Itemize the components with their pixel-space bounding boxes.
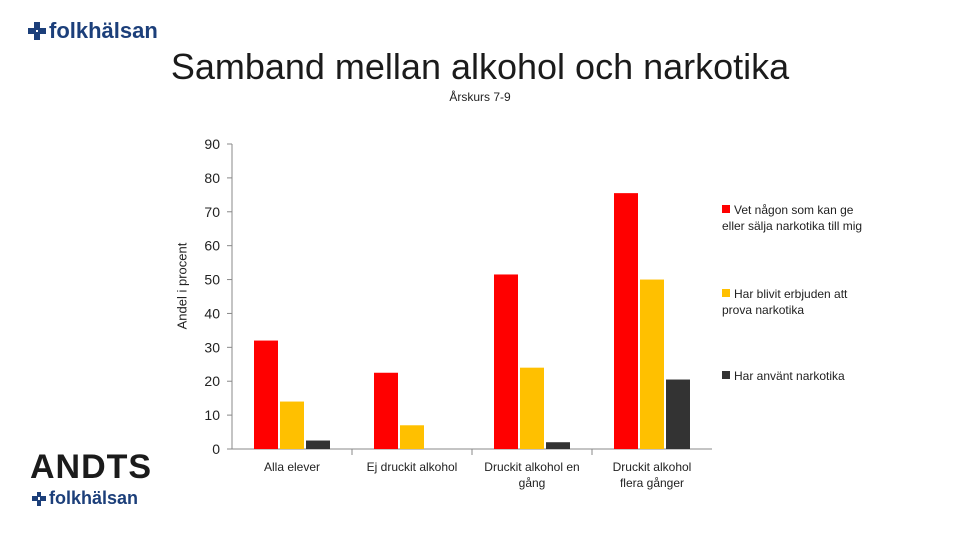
bar [546, 442, 570, 449]
y-tick-label: 80 [204, 170, 220, 186]
legend-item: Har blivit erbjuden att prova narkotika [722, 286, 872, 318]
bar [400, 425, 424, 449]
folkhalsan-footer-logo: folkhälsan [32, 488, 138, 509]
chart-title: Samband mellan alkohol och narkotika [170, 46, 790, 87]
legend-label: Har använt narkotika [734, 369, 845, 383]
legend-item: Vet någon som kan ge eller sälja narkoti… [722, 202, 872, 234]
legend-label: Vet någon som kan ge eller sälja narkoti… [722, 203, 863, 233]
bar [254, 340, 278, 449]
bar [666, 379, 690, 449]
x-tick-label: Druckit alkohol flera gånger [613, 460, 692, 490]
y-tick-label: 30 [204, 339, 220, 355]
bar [280, 401, 304, 449]
footer-logo-text: folkhälsan [49, 488, 139, 508]
y-tick-label: 40 [204, 305, 220, 321]
bar [614, 193, 638, 449]
folkhalsan-cross-icon [32, 491, 46, 506]
bar [374, 372, 398, 449]
y-tick-label: 70 [204, 204, 220, 220]
y-tick-label: 20 [204, 373, 220, 389]
folkhalsan-cross-icon [28, 22, 46, 40]
y-tick-label: 50 [204, 272, 220, 288]
bar [494, 274, 518, 449]
x-tick-label: Druckit alkohol en gång [484, 460, 579, 490]
legend-swatch [722, 205, 730, 213]
bar [306, 440, 330, 449]
bar [520, 367, 544, 449]
x-tick-label: Alla elever [264, 460, 320, 474]
chart-subtitle: Årskurs 7-9 [449, 90, 511, 104]
legend-swatch [722, 371, 730, 379]
y-tick-label: 90 [204, 136, 220, 152]
legend-swatch [722, 289, 730, 297]
andts-logo: ANDTS [30, 448, 153, 486]
y-tick-label: 60 [204, 238, 220, 254]
y-tick-label: 10 [204, 407, 220, 423]
x-tick-label: Ej druckit alkohol [367, 460, 458, 474]
y-tick-label: 0 [212, 441, 220, 457]
logo-text: folkhälsan [49, 18, 158, 43]
legend-item: Har använt narkotika [722, 368, 872, 384]
legend-label: Har blivit erbjuden att prova narkotika [722, 287, 848, 317]
bar [640, 279, 664, 449]
folkhalsan-logo: folkhälsan [28, 18, 158, 44]
